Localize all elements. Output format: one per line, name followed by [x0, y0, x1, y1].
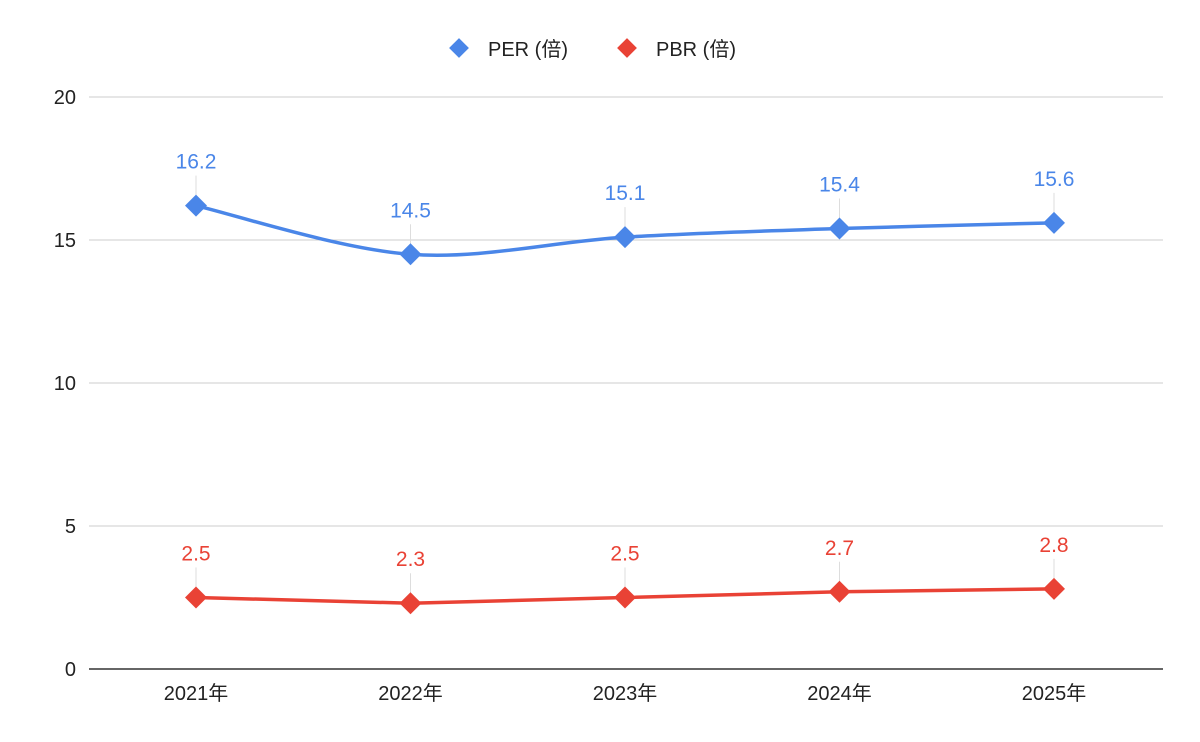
- data-point: [1043, 577, 1065, 600]
- x-tick-label-3: 2023年: [593, 682, 658, 705]
- data-label: 2.5: [181, 543, 210, 566]
- data-point: [185, 586, 207, 609]
- data-label: 2.8: [1039, 534, 1068, 557]
- gridlines: [89, 96, 1163, 670]
- data-point: [828, 217, 851, 240]
- legend-item-per[interactable]: PER (倍): [449, 38, 568, 61]
- data-label: 2.7: [825, 537, 854, 560]
- y-tick-label-15: 15: [54, 230, 76, 252]
- data-point: [1043, 211, 1065, 234]
- y-axis-ticks: 0 5 10 15 20: [54, 87, 76, 681]
- x-tick-label-4: 2024年: [807, 682, 872, 705]
- series-group: 16.2 14.5 15.1 15.4 15.6 2.5 2.3 2.5 2.7 2.8: [176, 151, 1075, 615]
- data-point: [614, 226, 636, 249]
- x-tick-label-5: 2025年: [1022, 682, 1087, 705]
- data-label: 16.2: [176, 151, 217, 174]
- legend-item-pbr[interactable]: PBR (倍): [617, 38, 736, 61]
- data-label: 15.6: [1034, 168, 1075, 191]
- data-point: [185, 194, 207, 217]
- y-tick-label-5: 5: [65, 516, 76, 538]
- series-per: 16.2 14.5 15.1 15.4 15.6: [176, 151, 1075, 266]
- series-pbr: 2.5 2.3 2.5 2.7 2.8: [181, 534, 1069, 615]
- data-label: 15.1: [605, 182, 646, 205]
- y-tick-label-20: 20: [54, 87, 76, 109]
- legend-marker-pbr: [617, 38, 637, 58]
- chart-legend: PER (倍) PBR (倍): [449, 38, 736, 61]
- data-point: [399, 592, 422, 615]
- legend-label-per: PER (倍): [488, 38, 568, 61]
- x-tick-label-2: 2022年: [378, 682, 443, 705]
- legend-label-pbr: PBR (倍): [656, 38, 736, 61]
- y-tick-label-10: 10: [54, 373, 76, 395]
- legend-marker-per: [449, 38, 469, 58]
- y-tick-label-0: 0: [65, 659, 76, 681]
- x-axis-ticks: 2021年 2022年 2023年 2024年 2025年: [164, 682, 1087, 705]
- data-point: [614, 586, 636, 609]
- data-label: 14.5: [390, 199, 431, 222]
- data-label: 15.4: [819, 174, 860, 197]
- x-tick-label-1: 2021年: [164, 682, 229, 705]
- data-label: 2.3: [396, 548, 425, 571]
- data-point: [828, 580, 851, 603]
- data-point: [399, 243, 422, 266]
- data-label: 2.5: [610, 543, 639, 566]
